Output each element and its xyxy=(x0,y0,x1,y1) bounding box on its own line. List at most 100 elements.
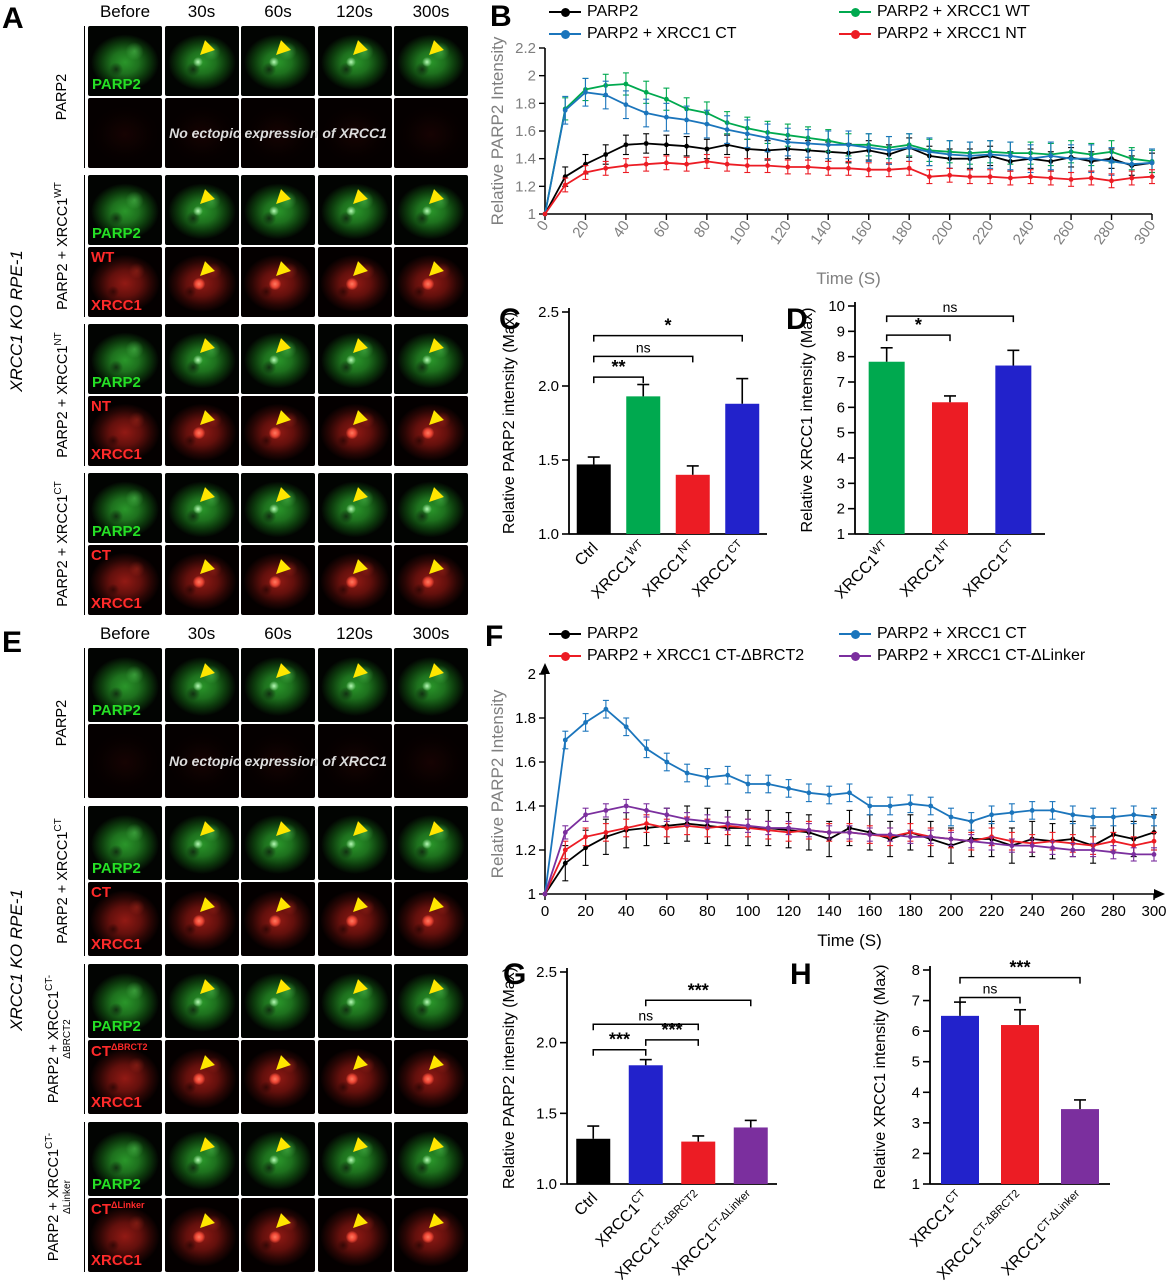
irradiation-focus xyxy=(269,1154,280,1165)
construct-label: CT xyxy=(91,884,111,901)
svg-text:140: 140 xyxy=(807,218,835,248)
group-label-text: PARP2 + XRCC1CT xyxy=(52,818,71,944)
construct-label: CTΔBRCT2 xyxy=(91,1042,148,1060)
svg-text:260: 260 xyxy=(1060,903,1085,920)
svg-text:1.5: 1.5 xyxy=(536,1105,557,1122)
micrograph-cell xyxy=(241,247,315,317)
svg-text:280: 280 xyxy=(1101,903,1126,920)
panel-letter-e: E xyxy=(2,626,23,659)
micrograph-cell xyxy=(241,806,315,880)
irradiation-focus xyxy=(422,354,433,365)
micrograph-cell xyxy=(394,98,468,168)
micrograph-cell xyxy=(394,26,468,96)
svg-text:*: * xyxy=(664,316,671,336)
arrowhead-icon xyxy=(194,1136,215,1157)
svg-text:Relative PARP2 Intensity: Relative PARP2 Intensity xyxy=(488,36,507,225)
micrograph-cell xyxy=(394,724,468,798)
irradiation-focus xyxy=(345,838,356,849)
arrowhead-icon xyxy=(271,1212,292,1233)
construct-label: CT xyxy=(91,547,111,564)
arrowhead-icon xyxy=(194,1212,215,1233)
arrowhead-icon xyxy=(424,896,445,917)
svg-text:Relative XRCC1 intensity (Max): Relative XRCC1 intensity (Max) xyxy=(872,965,889,1190)
svg-text:2.5: 2.5 xyxy=(538,304,559,321)
svg-text:XRCC1WT: XRCC1WT xyxy=(830,537,895,602)
column-header: 30s xyxy=(187,2,216,21)
column-header: 120s xyxy=(336,624,373,643)
arrowhead-icon xyxy=(424,1212,445,1233)
micrograph-cell xyxy=(394,175,468,245)
micrograph-cell xyxy=(164,545,239,615)
micrograph-cell xyxy=(394,545,468,615)
panel-b-line-chart: PARP2 PARP2 + XRCC1 WT PARP2 + XRCC1 CT PAR… xyxy=(487,0,1170,292)
micrograph-cell: CT XRCC1 xyxy=(88,882,162,956)
irradiation-focus xyxy=(192,996,203,1007)
arrowhead-icon xyxy=(424,978,445,999)
irradiation-focus xyxy=(345,205,356,216)
svg-text:XRCC1CT: XRCC1CT xyxy=(958,537,1021,600)
protein-label: PARP2 xyxy=(92,702,141,719)
micrograph-cell xyxy=(241,98,315,168)
micrograph-cell: NT XRCC1 xyxy=(88,396,162,466)
micrograph-cell xyxy=(241,964,315,1038)
panel-c-bar-chart: 1.0 1.5 2.0 2.5 ** ns * Ctrl XRCC1WT XRCC1NT XRCC1… xyxy=(497,292,797,644)
svg-text:20: 20 xyxy=(577,903,594,920)
micrograph-cell xyxy=(317,473,392,543)
group-bracket xyxy=(84,806,85,956)
svg-text:2: 2 xyxy=(528,68,536,85)
svg-text:2.0: 2.0 xyxy=(538,378,559,395)
micrograph-cell: PARP2 xyxy=(88,1122,162,1196)
panel-letter-b: B xyxy=(490,0,512,33)
column-header: 60s xyxy=(264,624,292,643)
svg-text:5: 5 xyxy=(837,425,845,442)
bar-plot: 1.01.52.02.5**ns*CtrlXRCC1WTXRCC1NTXRCC1… xyxy=(501,304,767,602)
micrograph-cell: PARP2 xyxy=(88,175,162,245)
svg-text:240: 240 xyxy=(1020,903,1045,920)
legend-item: PARP2 xyxy=(549,3,638,21)
micrograph-cell: CT XRCC1 xyxy=(88,545,162,615)
arrowhead-icon xyxy=(194,896,215,917)
irradiation-focus xyxy=(192,914,205,927)
svg-text:100: 100 xyxy=(735,903,760,920)
legend-item: PARP2 + XRCC1 CT xyxy=(839,625,1027,643)
group-label: PARP2 + XRCC1CT-ΔLinker xyxy=(40,1122,84,1272)
micrograph-cell: CTΔBRCT2 XRCC1 xyxy=(88,1040,162,1114)
svg-text:1.5: 1.5 xyxy=(538,452,559,469)
svg-text:3: 3 xyxy=(837,475,845,492)
micrograph-cell xyxy=(317,648,392,722)
arrowhead-icon xyxy=(271,896,292,917)
irradiation-focus xyxy=(422,1154,433,1165)
irradiation-focus xyxy=(422,426,435,439)
svg-text:220: 220 xyxy=(979,903,1004,920)
group-label: PARP2 + XRCC1CT xyxy=(40,806,84,956)
svg-text:**: ** xyxy=(611,357,625,377)
group-label: PARP2 xyxy=(40,26,84,168)
legend-marker-icon xyxy=(839,629,871,639)
svg-text:***: *** xyxy=(661,1020,682,1040)
irradiation-focus xyxy=(269,575,282,588)
column-header: Before xyxy=(99,624,151,643)
legend-label: PARP2 + XRCC1 NT xyxy=(877,25,1027,42)
bar-plot: 1.01.52.02.5*** ***ns***CtrlXRCC1CTXRCC1C… xyxy=(501,964,777,1280)
arrowhead-icon xyxy=(194,662,215,683)
irradiation-focus xyxy=(192,503,203,514)
micrograph-cell xyxy=(317,964,392,1038)
svg-text:ns: ns xyxy=(638,1007,653,1023)
protein-label: PARP2 xyxy=(92,225,141,242)
legend-marker-icon xyxy=(549,651,581,661)
irradiation-focus xyxy=(345,575,358,588)
micrograph-cell xyxy=(164,1198,239,1272)
svg-text:120: 120 xyxy=(776,903,801,920)
legend-label: PARP2 + XRCC1 CT xyxy=(587,25,737,42)
svg-text:220: 220 xyxy=(969,218,997,248)
micrograph-cell xyxy=(241,324,315,394)
group-bracket xyxy=(84,648,85,798)
panel-h-bar-chart: 1 2 3 4 5 6 7 8 ns *** XRCC1CT XRCC1CT-ΔBRCT2 XRCC1C… xyxy=(868,954,1170,1280)
svg-text:60: 60 xyxy=(650,218,673,241)
svg-text:Ctrl: Ctrl xyxy=(572,540,602,570)
svg-text:260: 260 xyxy=(1050,218,1078,248)
legend-item: PARP2 xyxy=(549,625,638,643)
svg-text:ns: ns xyxy=(943,299,958,315)
legend-item: PARP2 + XRCC1 CT-ΔBRCT2 xyxy=(549,647,804,665)
svg-text:200: 200 xyxy=(938,903,963,920)
